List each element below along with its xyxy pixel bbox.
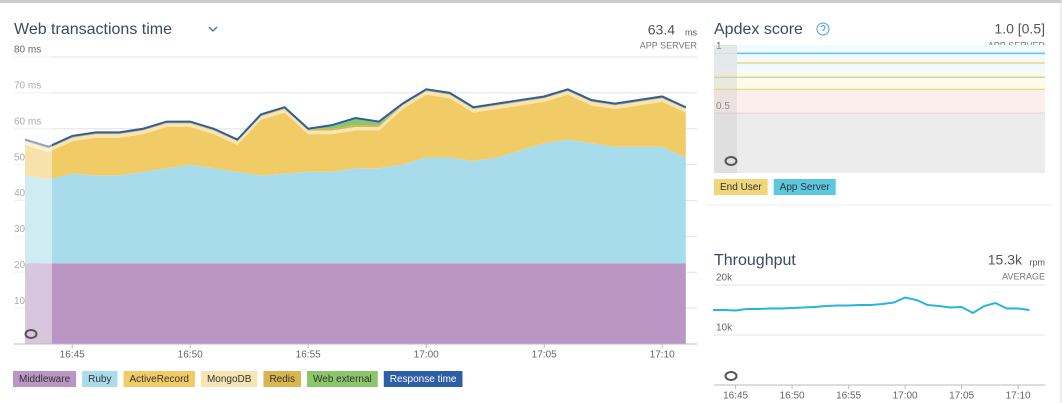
x-tick-label: 16:45	[723, 391, 748, 402]
legend-label: End User	[720, 182, 762, 193]
legend-item	[714, 179, 768, 195]
legend-item	[82, 371, 118, 387]
line	[713, 296, 1030, 315]
legend-label: MongoDB	[207, 374, 252, 385]
summary-value: 1.0 [0.5]	[994, 21, 1045, 37]
x-tick-label: 16:45	[60, 350, 85, 361]
legend-item	[263, 371, 302, 387]
x-tick-label: 16:50	[178, 350, 203, 361]
x-tick-label: 17:10	[1006, 391, 1031, 402]
x-tick-label: 17:00	[414, 350, 439, 361]
x-tick-label: 17:05	[949, 391, 974, 402]
help-mark	[820, 25, 826, 31]
area	[25, 94, 686, 179]
band	[714, 89, 1045, 114]
summary-value: 63.4	[648, 22, 675, 38]
chart-title: Web transactions time	[14, 21, 172, 38]
band	[714, 113, 1045, 173]
band	[714, 71, 1045, 90]
y-tick-label: 80 ms	[14, 45, 41, 56]
legend-item	[200, 371, 258, 387]
eye-icon	[724, 371, 738, 381]
legend-label: Ruby	[88, 374, 111, 385]
y-tick-label: 70 ms	[14, 81, 41, 92]
overlay	[14, 53, 52, 344]
area	[25, 139, 686, 264]
legend-item	[123, 371, 195, 387]
summary-unit: rpm	[1030, 257, 1046, 267]
x-tick-label: 16:50	[780, 391, 805, 402]
area	[25, 263, 686, 344]
legend-label: Response time	[390, 374, 457, 385]
y-tick-label: 1	[716, 41, 722, 52]
legend-item	[383, 371, 463, 387]
legend-label: Middleware	[19, 374, 71, 385]
x-tick-label: 16:55	[296, 350, 321, 361]
chevron	[208, 26, 218, 32]
summary-label: AVERAGE	[1002, 271, 1045, 281]
legend-item	[307, 371, 378, 387]
y-tick-label: 60 ms	[14, 116, 41, 127]
y-tick-label: 20k	[716, 273, 733, 284]
legend-item	[773, 179, 836, 195]
legend-label: Redis	[269, 374, 295, 385]
x-tick-label: 17:00	[893, 391, 918, 402]
legend-label: Web external	[313, 374, 372, 385]
line	[24, 88, 687, 148]
overlay	[714, 45, 737, 173]
eye-icon	[24, 329, 38, 339]
chart-title: Throughput	[714, 252, 796, 269]
summary-value: 15.3k	[988, 252, 1023, 268]
y-tick-label: 10k	[716, 323, 733, 334]
summary-label: APP SERVER	[640, 40, 698, 50]
x-tick-label: 17:10	[650, 350, 675, 361]
summary-unit: ms	[685, 27, 697, 37]
legend-label: ActiveRecord	[130, 374, 189, 385]
eye-icon	[724, 156, 738, 166]
x-tick-label: 17:05	[532, 350, 557, 361]
legend-label: App Server	[780, 182, 831, 193]
help-icon	[816, 22, 830, 36]
y-tick-label: 0.5	[716, 101, 730, 112]
band	[714, 45, 1045, 72]
legend-item	[13, 371, 77, 387]
chart-title: Apdex score	[714, 21, 803, 38]
x-tick-label: 16:55	[836, 391, 861, 402]
